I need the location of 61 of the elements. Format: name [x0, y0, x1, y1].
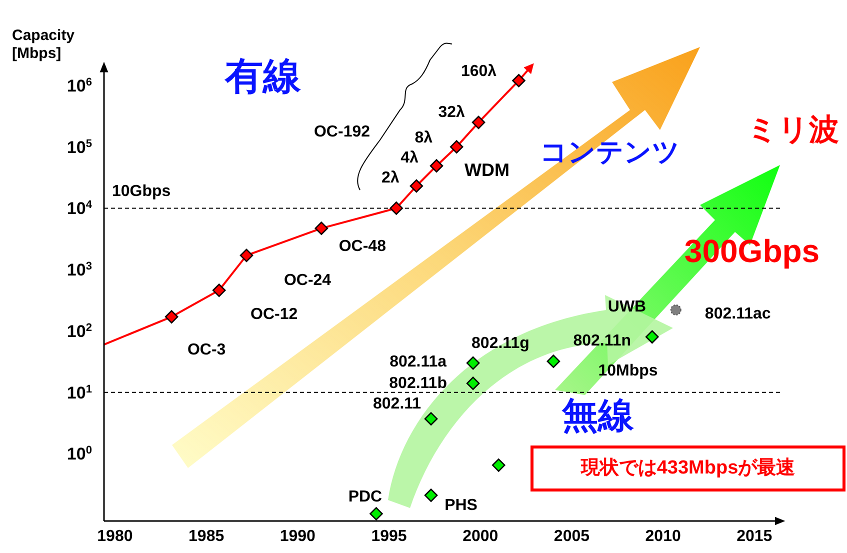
- annotation: 4λ: [400, 149, 419, 166]
- point: [466, 376, 480, 390]
- point: [546, 354, 560, 368]
- x-tick-label: 1995: [371, 528, 407, 545]
- point: [424, 488, 438, 502]
- annotation: PDC: [348, 488, 383, 506]
- annotation: OC-3: [187, 341, 226, 358]
- point: [430, 159, 444, 173]
- y-axis-title: Capacity [Mbps]: [12, 27, 76, 62]
- annotation: 802.11n: [573, 332, 632, 350]
- annotation: OC-192: [314, 124, 370, 140]
- point: [390, 202, 403, 215]
- ref-line-label: 10Gbps: [112, 183, 171, 200]
- x-tick-label: 1980: [97, 528, 133, 545]
- point: [512, 74, 526, 88]
- x-tick-label: 2010: [645, 528, 681, 545]
- y-tick-label: 10$^{0}$: [66, 444, 92, 464]
- point: [450, 140, 464, 154]
- annotation: 有線: [224, 56, 302, 98]
- point: [466, 356, 480, 370]
- point: [370, 507, 383, 520]
- annotation: 802.11g: [472, 334, 530, 352]
- point: [410, 179, 424, 193]
- ref-line-label: 10Mbps: [598, 362, 658, 380]
- point: [240, 248, 254, 262]
- y-tick-label: 10$^{6}$: [66, 76, 92, 96]
- y-tick-label: 10$^{2}$: [66, 322, 92, 341]
- annotation: 160λ: [460, 63, 497, 80]
- annotation: UWB: [608, 298, 646, 316]
- y-tick-label: 10$^{4}$: [66, 199, 93, 218]
- annotation: PHS: [444, 496, 478, 514]
- annotation: 無線: [561, 394, 635, 436]
- annotation: OC-24: [284, 272, 332, 289]
- annotation: 802.11b: [389, 374, 448, 392]
- y-tick-label: 10$^{1}$: [66, 383, 92, 402]
- point: [670, 304, 682, 316]
- annotation: 32λ: [438, 104, 465, 121]
- y-tick-label: 10$^{3}$: [66, 260, 92, 280]
- annotation: OC-48: [338, 238, 386, 255]
- x-tick-label: 2015: [736, 528, 772, 545]
- point: [472, 116, 486, 130]
- point: [424, 412, 438, 426]
- annotation: WDM: [464, 160, 510, 180]
- annotation: 802.11a: [390, 354, 447, 371]
- annotation: 8λ: [414, 129, 433, 146]
- point: [164, 310, 178, 324]
- point: [212, 284, 226, 297]
- annotation: ミリ波: [747, 114, 839, 146]
- annotation: 802.11ac: [704, 305, 771, 322]
- x-tick-label: 1990: [280, 528, 316, 545]
- x-tick-label: 1985: [188, 528, 224, 545]
- point: [645, 330, 659, 344]
- point: [492, 458, 506, 472]
- y-tick-label: 10$^{5}$: [66, 138, 92, 157]
- annotation: 2λ: [382, 170, 400, 187]
- annotation: OC-12: [250, 306, 298, 323]
- point: [314, 222, 328, 235]
- annotation: 現状では433Mbpsが最速: [580, 456, 796, 478]
- x-tick-label: 2005: [554, 528, 590, 545]
- x-tick-label: 2000: [462, 528, 498, 545]
- annotation: 802.11: [373, 395, 422, 412]
